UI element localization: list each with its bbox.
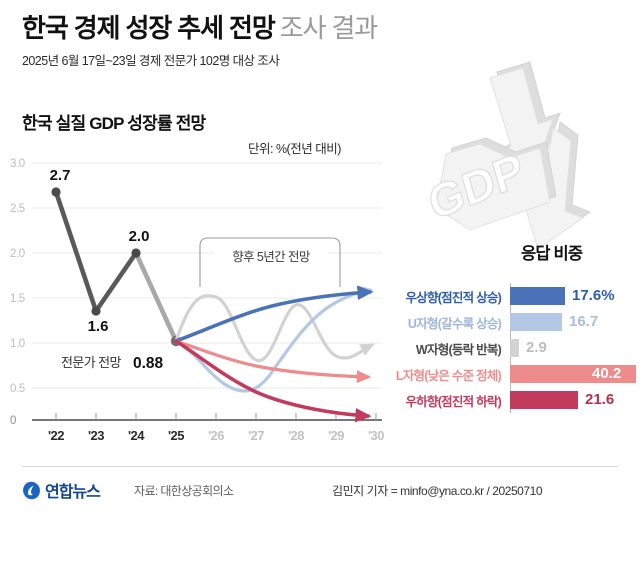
point-label-23: 1.6	[88, 318, 109, 335]
actual-gdp-line	[51, 187, 182, 347]
chart-x-axis-ticks	[55, 413, 377, 420]
y-tick-1-0: 1.0	[10, 338, 25, 350]
legend-value-w-shape: 2.9	[526, 339, 547, 356]
legend-bar-wrap-uptrend: 17.6%	[510, 283, 638, 309]
data-point-22	[51, 187, 61, 197]
page-title: 한국 경제 성장 추세 전망 조사 결과	[22, 13, 622, 44]
expert-forecast-annotation: 전문가 전망 0.88	[61, 355, 164, 372]
y-tick-0: 0	[10, 415, 16, 427]
gdp-letters-text: GDP	[423, 143, 530, 230]
y-tick-2-5: 2.5	[10, 203, 25, 215]
legend-value-downtrend: 21.6	[585, 391, 615, 408]
legend-label-w-shape: W자형(등락 반복)	[415, 342, 502, 357]
header: 한국 경제 성장 추세 전망 조사 결과 2025년 6월 17일~23일 경제 …	[22, 13, 622, 69]
x-tick-22: '22	[48, 428, 64, 443]
forecast-bracket: 향후 5년간 전망	[199, 237, 341, 287]
legend-bar-uptrend	[510, 287, 565, 305]
x-tick-28: '28	[288, 428, 304, 443]
x-tick-27: '27	[248, 428, 264, 443]
x-tick-30: '30	[368, 428, 384, 443]
chart-unit-note: 단위: %(전년 대비)	[248, 142, 341, 156]
footer: 연합뉴스 자료: 대한상공회의소 김민지 기자 = minfo@yna.co.k…	[22, 478, 622, 504]
legend-row-w-shape[interactable]: W자형(등락 반복) 2.9	[372, 335, 638, 361]
x-tick-26: '26	[208, 428, 224, 443]
legend-label-downtrend: 우하향(점진적 하락)	[405, 394, 501, 409]
y-tick-0-5: 0.5	[10, 383, 25, 395]
legend-bar-u-shape	[510, 313, 562, 331]
legend-bar-wrap-u-shape: 16.7	[510, 309, 638, 335]
legend-row-downtrend[interactable]: 우하향(점진적 하락) 21.6	[372, 387, 638, 413]
legend-label-l-shape: L자형(낮은 수준 정체)	[395, 368, 502, 383]
scenario-curve-w-shape	[174, 294, 375, 363]
page-title-strong: 한국 경제 성장 추세 전망	[22, 13, 276, 43]
scenario-curve-l-shape	[174, 339, 372, 384]
gdp-3d-icon: GDP	[422, 61, 592, 250]
legend-value-uptrend: 17.6%	[572, 287, 615, 304]
expert-forecast-label: 전문가 전망	[61, 355, 121, 370]
scenario-curve-downtrend	[174, 339, 372, 423]
legend-bar-wrap-downtrend: 21.6	[510, 387, 638, 413]
yonhap-brand[interactable]: 연합뉴스	[22, 478, 101, 502]
legend-value-l-shape: 40.2	[592, 365, 622, 382]
legend-label-u-shape: U자형(갈수록 상승)	[407, 316, 502, 331]
point-label-22: 2.7	[50, 167, 71, 184]
scenario-curve-uptrend	[174, 285, 374, 343]
chart-y-axis-labels: 3.0 2.5 2.0 1.5 1.0 0.5 0	[10, 158, 25, 427]
yonhap-brand-name: 연합뉴스	[45, 484, 101, 501]
legend-bar-l-shape	[510, 365, 636, 383]
legend-bar-wrap-l-shape: 40.2	[510, 361, 638, 387]
data-point-25	[170, 335, 182, 347]
legend-value-u-shape: 16.7	[569, 313, 599, 330]
legend-label-uptrend: 우상향(점진적 상승)	[405, 290, 501, 305]
response-share-legend: 우상향(점진적 상승) 17.6% U자형(갈수록 상승) 16.7 W자형(등…	[372, 283, 638, 413]
y-tick-3-0: 3.0	[10, 158, 25, 170]
x-tick-23: '23	[88, 428, 104, 443]
data-point-24	[131, 248, 141, 258]
expert-forecast-value: 0.88	[133, 355, 164, 372]
point-label-24: 2.0	[129, 228, 150, 245]
y-tick-1-5: 1.5	[10, 293, 25, 305]
legend-row-u-shape[interactable]: U자형(갈수록 상승) 16.7	[372, 309, 638, 335]
footer-divider	[22, 466, 618, 467]
byline-note: 김민지 기자 = minfo@yna.co.kr / 20250710	[332, 484, 543, 498]
yonhap-logo-icon	[23, 481, 40, 499]
page-title-light: 조사 결과	[279, 13, 379, 43]
legend-bar-downtrend	[510, 391, 578, 409]
forecast-bracket-label: 향후 5년간 전망	[232, 250, 311, 264]
legend-row-l-shape[interactable]: L자형(낮은 수준 정체) 40.2	[372, 361, 638, 387]
y-tick-2-0: 2.0	[10, 248, 25, 260]
chart-heading: 한국 실질 GDP 성장률 전망	[22, 114, 206, 133]
response-share-title: 응답 비중	[521, 245, 583, 263]
actual-point-labels: 2.7 1.6 2.0	[50, 167, 150, 335]
x-tick-25: '25	[168, 428, 184, 443]
chart-x-axis-labels: '22 '23 '24 '25 '26 '27 '28 '29 '30	[48, 428, 385, 443]
scenario-curve-u-shape	[174, 285, 374, 393]
source-note: 자료: 대한상공회의소	[134, 484, 234, 498]
page-subtitle: 2025년 6월 17일~23일 경제 전문가 102명 대상 조사	[22, 53, 280, 68]
chart-gridlines	[32, 162, 382, 389]
x-tick-24: '24	[128, 428, 145, 443]
legend-row-uptrend[interactable]: 우상향(점진적 상승) 17.6%	[372, 283, 638, 309]
legend-bar-w-shape	[510, 339, 519, 357]
legend-bar-wrap-w-shape: 2.9	[510, 335, 638, 361]
x-tick-29: '29	[328, 428, 344, 443]
data-point-23	[91, 306, 101, 316]
